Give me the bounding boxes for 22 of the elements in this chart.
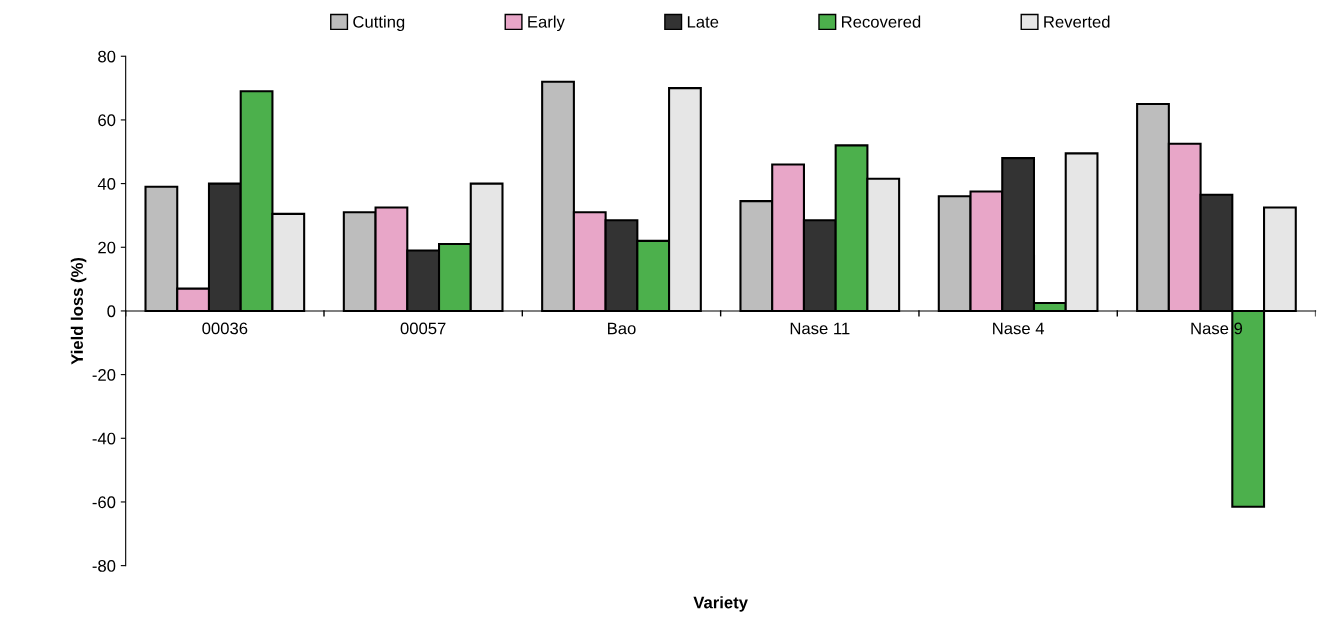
x-tick-label: Nase 9 [1191,322,1243,335]
legend-label: Reverted [1044,15,1110,28]
legend-label: Cutting [353,15,405,32]
x-tick-label: Nase 4 [993,322,1045,335]
y-tick-label: 80 [98,50,116,63]
y-tick-label: -60 [92,496,116,509]
legend-label: Early [528,15,565,32]
y-axis-title: Yield loss (%) [70,257,87,365]
legend-label: Recovered [842,15,921,28]
x-tick-label: 00057 [400,322,446,335]
y-tick-label: -80 [92,560,116,572]
legend-label: Late [687,16,719,28]
y-tick-label: -20 [92,369,116,381]
y-tick-label: 60 [98,114,116,127]
y-tick-label: 20 [98,241,116,254]
y-tick-label: 40 [97,177,116,190]
y-tick-label: 0 [107,305,116,318]
x-tick-label: Nase 11 [790,322,850,335]
x-tick-label: 00036 [202,322,248,335]
x-tick-label: Bao [608,322,636,335]
y-tick-label: -40 [92,432,116,445]
x-axis-title: Variety [693,596,748,612]
